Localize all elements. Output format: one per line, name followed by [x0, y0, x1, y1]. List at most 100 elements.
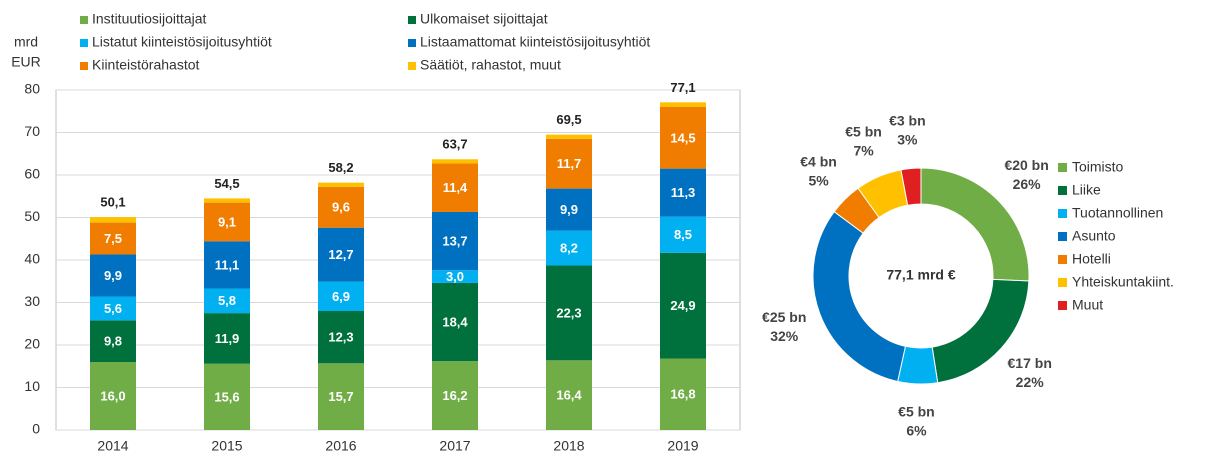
- bar-segment: [432, 211, 478, 271]
- legend-swatch: [408, 16, 416, 24]
- bar-value-label: 24,9: [670, 298, 695, 313]
- slice-amount-label: €20 bn: [1004, 157, 1048, 173]
- bar-segment: [90, 254, 136, 297]
- legend-label: Toimisto: [1072, 159, 1124, 175]
- bar-segment: [204, 288, 250, 314]
- bar-segment: [432, 361, 478, 430]
- bar-segment: [90, 362, 136, 430]
- bar-segment: [318, 311, 364, 364]
- bar-value-label: 18,4: [442, 314, 468, 329]
- bar-segment: [318, 281, 364, 311]
- bar-value-label: 9,6: [332, 200, 350, 215]
- bar-value-label: 11,1: [215, 257, 240, 272]
- bar-segment: [546, 360, 592, 430]
- bar-segment: [90, 222, 136, 255]
- x-tick-label: 2018: [553, 438, 584, 454]
- slice-amount-label: €4 bn: [800, 154, 837, 170]
- bar-value-label: 11,9: [215, 331, 240, 346]
- bar-value-label: 16,8: [670, 387, 695, 402]
- total-label: 54,5: [214, 176, 239, 191]
- total-label: 58,2: [328, 160, 353, 175]
- bar-segment: [546, 230, 592, 266]
- bar-segment: [432, 270, 478, 283]
- bar-value-label: 16,2: [442, 388, 467, 403]
- bar-segment: [546, 138, 592, 189]
- bar-value-label: 16,4: [556, 388, 582, 403]
- total-label: 69,5: [556, 112, 581, 127]
- slice-amount-label: €17 bn: [1008, 355, 1052, 371]
- bar-segment: [204, 241, 250, 289]
- bar-value-label: 3,0: [446, 269, 464, 284]
- bar-segment: [546, 134, 592, 139]
- x-tick-label: 2019: [667, 438, 698, 454]
- x-tick-label: 2014: [97, 438, 128, 454]
- bar-value-label: 9,9: [104, 268, 122, 283]
- bar-segment: [660, 102, 706, 107]
- bar-value-label: 11,4: [443, 180, 468, 195]
- y-tick-label: 20: [24, 336, 40, 352]
- slice-amount-label: €3 bn: [889, 112, 926, 128]
- bar-segment: [660, 358, 706, 430]
- legend-swatch: [1058, 232, 1067, 241]
- bar-segment: [318, 186, 364, 228]
- bar-value-label: 7,5: [104, 231, 122, 246]
- bar-value-label: 11,3: [671, 185, 696, 200]
- total-label: 77,1: [670, 80, 695, 95]
- bar-segment: [204, 198, 250, 203]
- slice-percent-label: 6%: [906, 423, 927, 439]
- legend-label: Yhteiskuntakiint.: [1072, 274, 1174, 290]
- donut-slice: [812, 211, 907, 383]
- bar-segment: [546, 265, 592, 361]
- x-tick-label: 2017: [439, 438, 470, 454]
- bar-value-label: 16,0: [100, 388, 125, 403]
- slice-percent-label: 32%: [770, 328, 799, 344]
- y-tick-label: 0: [32, 421, 40, 437]
- legend-swatch: [1058, 301, 1067, 310]
- bar-segment: [318, 363, 364, 430]
- y-tick-label: 10: [24, 378, 40, 394]
- y-tick-label: 40: [24, 251, 40, 267]
- legend-label: Hotelli: [1072, 251, 1111, 267]
- legend-label: Tuotannollinen: [1072, 205, 1163, 221]
- legend-label: Listatut kiinteistösijoitusyhtiöt: [92, 34, 272, 50]
- bar-value-label: 12,7: [328, 247, 353, 262]
- bar-segment: [660, 168, 706, 217]
- bar-segment: [432, 159, 478, 164]
- bar-value-label: 9,9: [560, 202, 578, 217]
- bar-segment: [318, 182, 364, 187]
- slice-percent-label: 5%: [808, 173, 829, 189]
- legend-swatch: [1058, 278, 1067, 287]
- legend-swatch: [1058, 255, 1067, 264]
- bar-segment: [546, 188, 592, 231]
- bar-value-label: 9,1: [218, 214, 236, 229]
- legend-swatch: [80, 16, 88, 24]
- bar-segment: [432, 282, 478, 362]
- legend-swatch: [408, 62, 416, 70]
- legend-label: Säätiöt, rahastot, muut: [420, 57, 561, 73]
- slice-amount-label: €5 bn: [845, 123, 882, 139]
- legend-label: Asunto: [1072, 228, 1116, 244]
- slice-percent-label: 22%: [1016, 374, 1045, 390]
- bar-value-label: 8,5: [674, 227, 692, 242]
- bar-value-label: 8,2: [560, 241, 578, 256]
- bar-value-label: 13,7: [442, 234, 467, 249]
- bar-value-label: 5,6: [104, 301, 122, 316]
- bar-segment: [318, 227, 364, 282]
- x-tick-label: 2015: [211, 438, 242, 454]
- total-label: 50,1: [100, 195, 125, 210]
- bar-value-label: 12,3: [328, 330, 353, 345]
- bar-value-label: 15,6: [214, 389, 239, 404]
- slice-percent-label: 3%: [897, 131, 918, 147]
- bar-segment: [204, 363, 250, 430]
- legend-label: Instituutiosijoittajat: [92, 11, 207, 27]
- legend-swatch: [1058, 186, 1067, 195]
- bar-value-label: 11,7: [557, 156, 582, 171]
- bar-value-label: 15,7: [328, 389, 353, 404]
- bar-segment: [204, 202, 250, 242]
- bar-segment: [90, 320, 136, 362]
- donut-slice: [900, 167, 922, 206]
- slice-percent-label: 7%: [853, 142, 874, 158]
- bar-value-label: 9,8: [104, 334, 122, 349]
- bar-value-label: 22,3: [556, 305, 581, 320]
